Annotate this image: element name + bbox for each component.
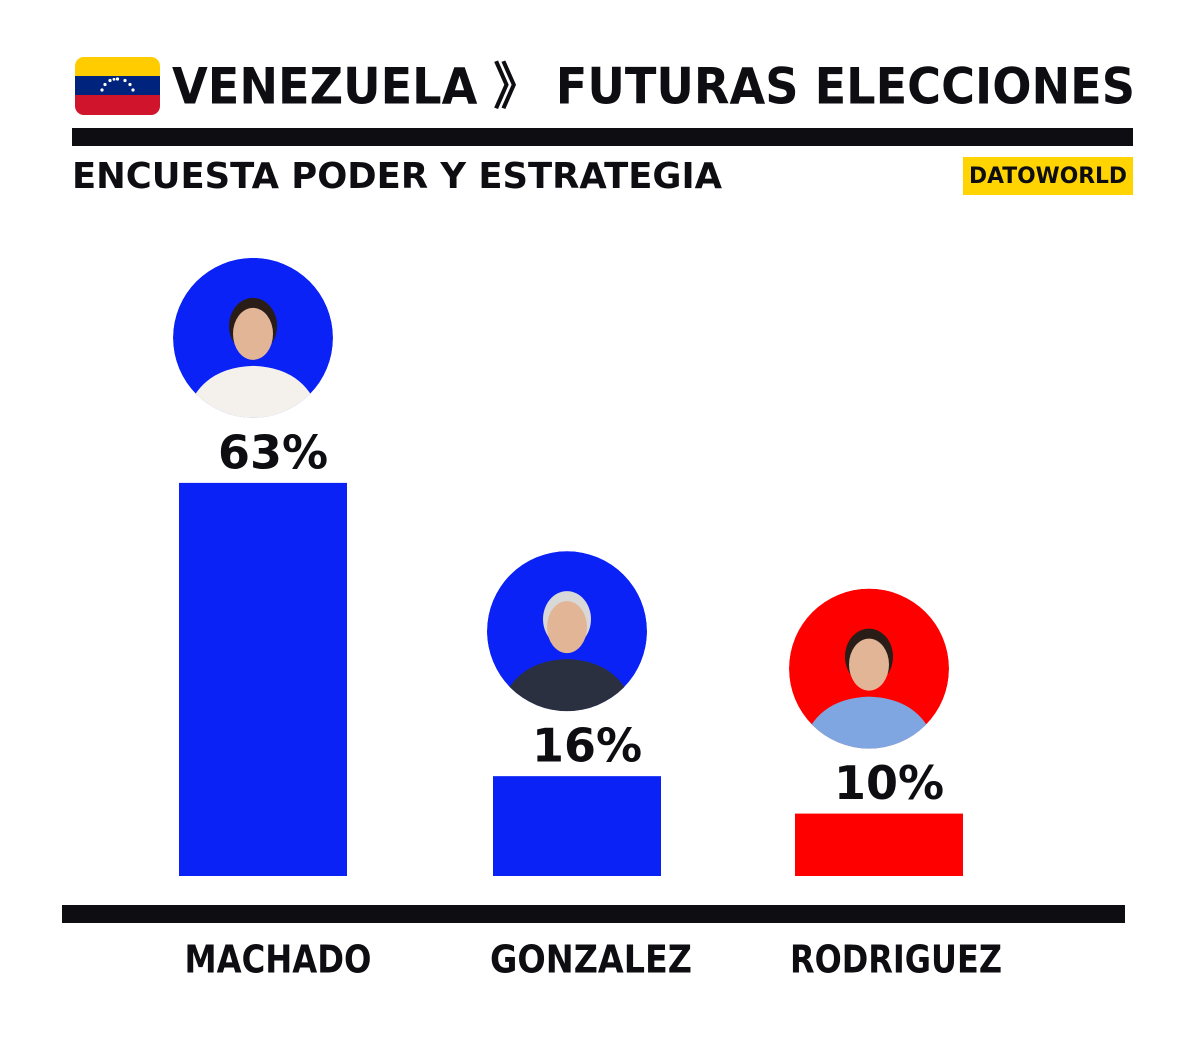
x-tick-label: GONZALEZ	[490, 938, 692, 982]
portrait-face	[233, 307, 273, 360]
baseline	[62, 905, 1125, 923]
bar	[179, 482, 347, 876]
portrait	[487, 551, 647, 712]
portrait	[789, 588, 949, 749]
value-label: 16%	[532, 719, 642, 773]
title-rule	[72, 128, 1133, 146]
value-label: 63%	[218, 425, 328, 479]
portrait-face	[547, 601, 587, 654]
chart-title: VENEZUELA 》 FUTURAS ELECCIONES	[172, 58, 1135, 116]
source: DATOWORLD	[969, 164, 1127, 189]
portrait	[173, 257, 333, 418]
chart-subtitle: ENCUESTA PODER Y ESTRATEGIA	[72, 156, 722, 197]
source-badge	[963, 157, 1133, 195]
flag	[75, 57, 160, 115]
value-label: 10%	[834, 756, 944, 810]
x-tick-label: RODRIGUEZ	[790, 938, 1002, 982]
bar	[795, 813, 963, 876]
portrait-face	[849, 638, 889, 691]
x-tick-label: MACHADO	[185, 938, 372, 982]
bar	[493, 776, 661, 876]
